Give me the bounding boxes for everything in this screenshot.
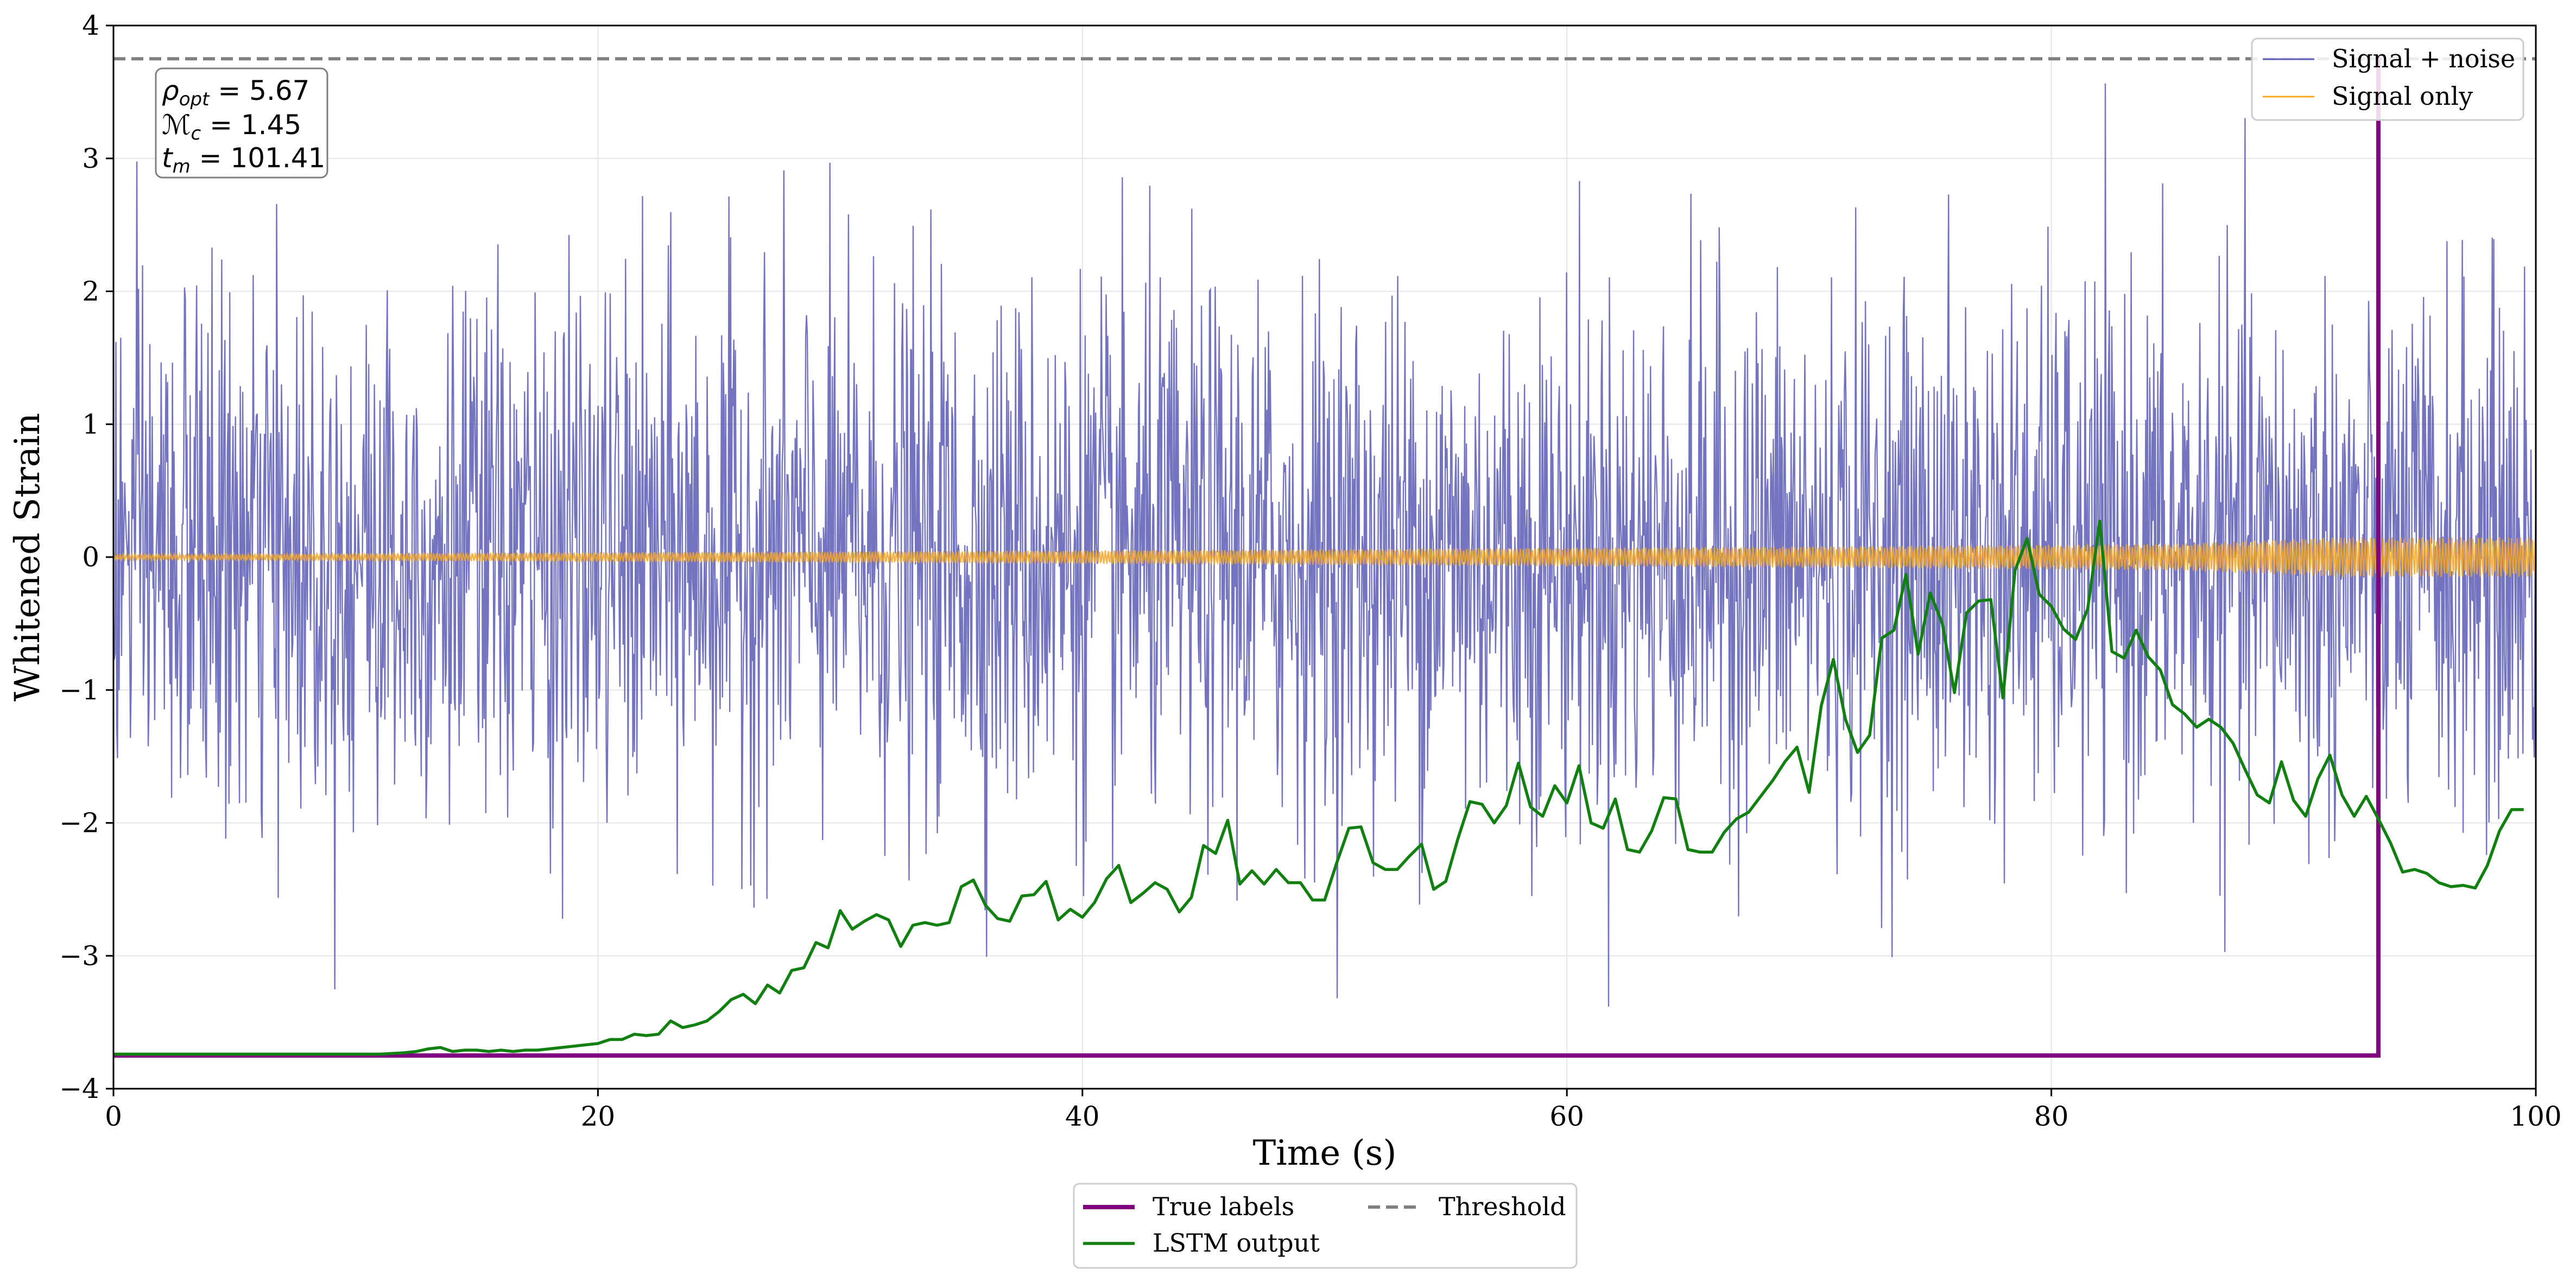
y-tick-label-6: 2 xyxy=(82,276,99,307)
annotation-box xyxy=(155,67,328,179)
y-tick-label-4: 0 xyxy=(82,541,99,573)
lstm-output-line xyxy=(113,520,2524,1056)
legend-threshold-label: Threshold xyxy=(1439,1192,1566,1221)
legend-true-labels-label: True labels xyxy=(1153,1192,1294,1221)
legend-lstm-output-label: LSTM output xyxy=(1153,1228,1320,1258)
y-tick-label-7: 3 xyxy=(82,143,99,174)
legend-lower: True labels Threshold LSTM output xyxy=(1073,1183,1578,1269)
y-tick-label-0: −4 xyxy=(59,1073,99,1104)
legend-upper-box xyxy=(2251,37,2524,121)
legend-lower-box xyxy=(1073,1183,1578,1269)
series-signal-noise-line xyxy=(113,80,2536,1007)
y-axis: −4 −3 −2 −1 0 1 2 3 4 xyxy=(59,10,113,1104)
x-tick-label-5: 100 xyxy=(2510,1101,2561,1132)
x-tick-label-3: 60 xyxy=(1549,1101,1584,1132)
y-axis-title: Whitened Strain xyxy=(8,413,48,701)
annotation-chirp-mass: ℳc = 1.45 xyxy=(162,109,301,144)
x-tick-label-4: 80 xyxy=(2034,1101,2069,1132)
y-tick-label-1: −3 xyxy=(59,940,99,971)
y-tick-label-3: −1 xyxy=(59,674,99,706)
y-tick-label-8: 4 xyxy=(82,10,99,41)
parameter-annotation: ρopt = 5.67 ℳc = 1.45 tm = 101.41 xyxy=(155,67,328,179)
annotation-rho: ρopt = 5.67 xyxy=(162,75,309,110)
x-axis-title: Time (s) xyxy=(1253,1133,1397,1173)
x-tick-label-1: 20 xyxy=(581,1101,616,1132)
legend-signal-noise-label: Signal + noise xyxy=(2332,44,2515,73)
y-tick-label-2: −2 xyxy=(59,807,99,839)
x-tick-label-2: 40 xyxy=(1065,1101,1100,1132)
legend-signal-only-label: Signal only xyxy=(2332,81,2473,111)
legend-upper: Signal + noise Signal only xyxy=(2251,37,2524,121)
y-tick-label-5: 1 xyxy=(82,408,99,440)
series-signal-only-line xyxy=(113,537,2536,577)
annotation-merger-time: tm = 101.41 xyxy=(162,142,325,178)
x-tick-label-0: 0 xyxy=(105,1101,122,1132)
x-axis: 0 20 40 60 80 100 xyxy=(105,1089,2562,1132)
